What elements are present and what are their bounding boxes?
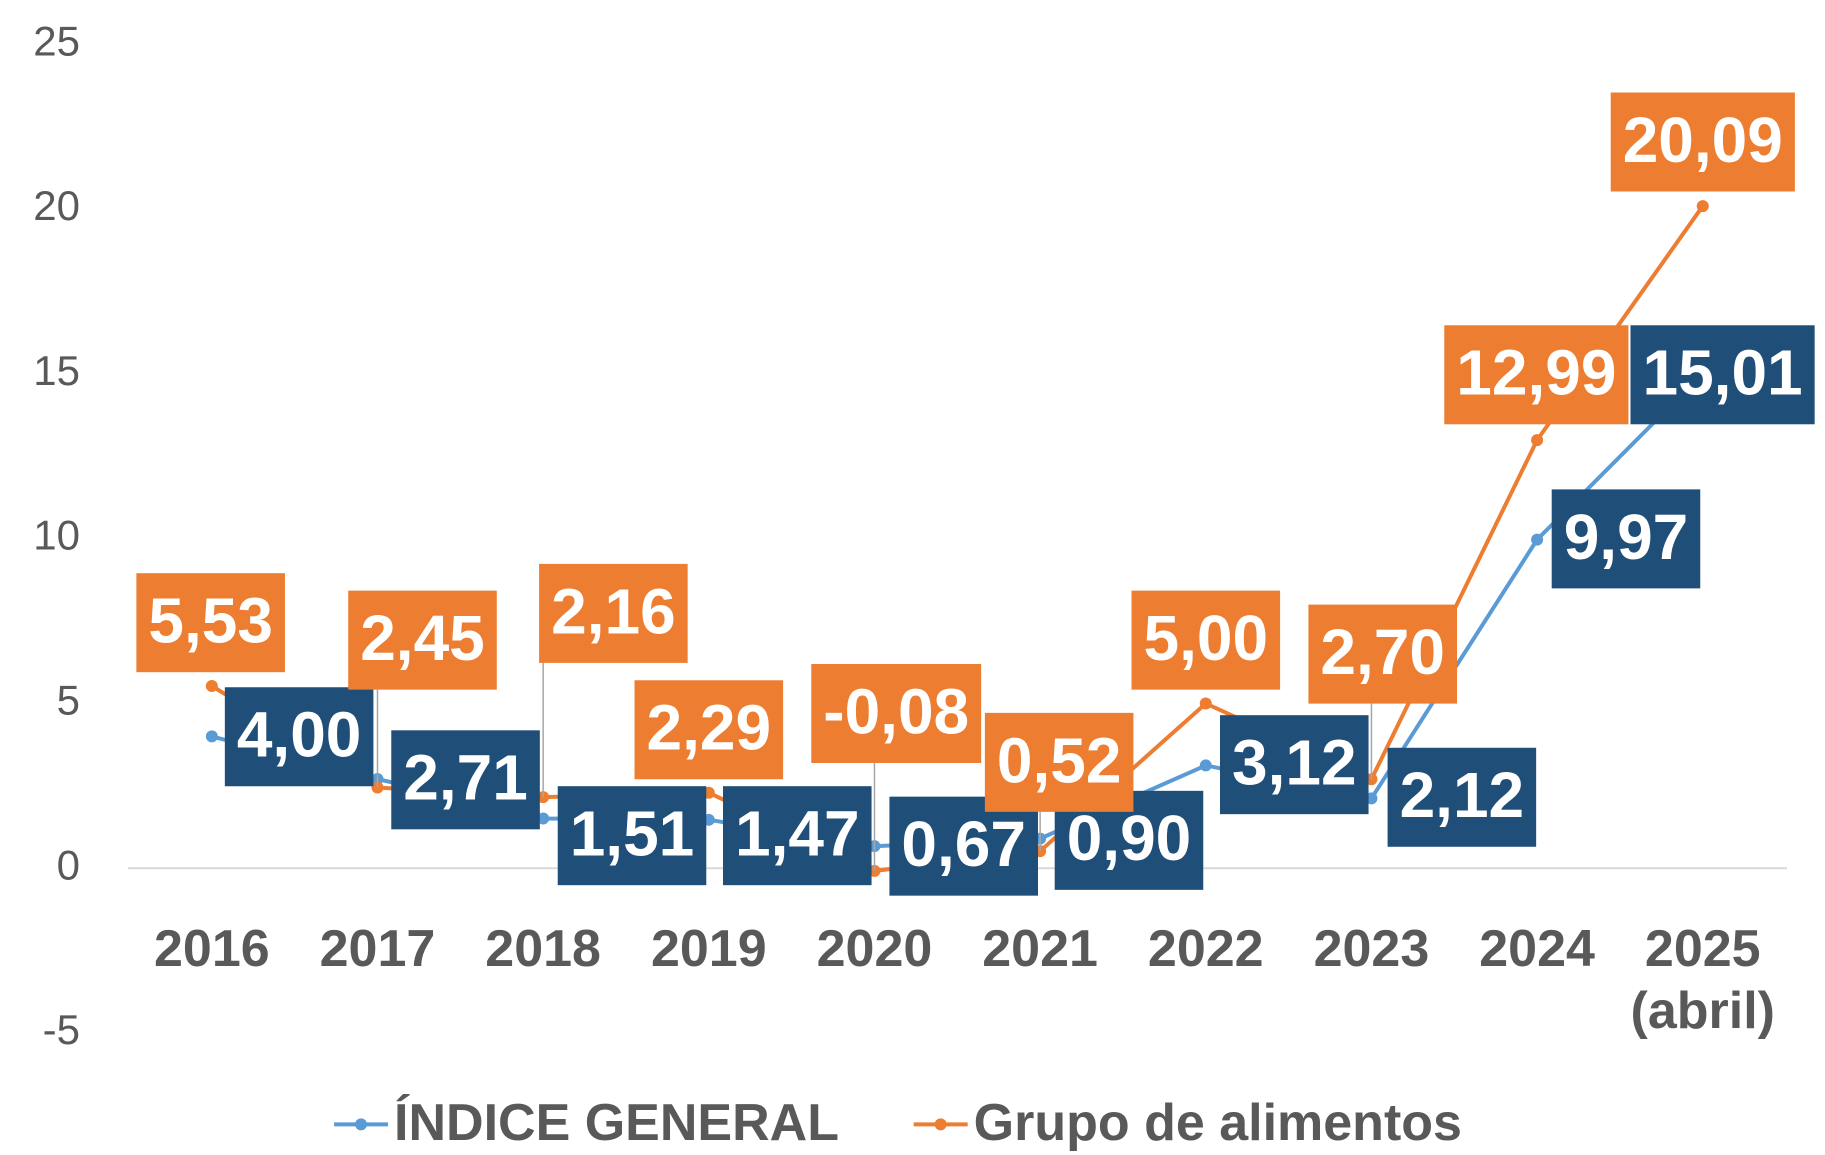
data-label-box	[811, 663, 982, 763]
data-label: 2,12	[1387, 747, 1537, 847]
data-label-box	[1219, 715, 1369, 815]
point	[537, 812, 550, 825]
point	[1696, 200, 1709, 213]
data-label: 5,53	[136, 573, 285, 673]
legend-marker	[934, 1118, 947, 1131]
y-tick-label: -5	[43, 1006, 80, 1053]
data-label-box	[984, 712, 1134, 812]
data-label-text: 5,53	[148, 585, 273, 657]
data-label-text: 9,97	[1564, 501, 1689, 573]
x-tick-label: 2023	[1314, 920, 1430, 978]
data-label-box	[1551, 489, 1701, 589]
data-label-box	[348, 590, 497, 690]
data-label-box	[1630, 325, 1815, 425]
data-label-box	[557, 786, 707, 886]
point	[1531, 434, 1544, 447]
data-label-text: 2,16	[551, 575, 676, 647]
point	[205, 730, 218, 743]
data-label-box	[1308, 604, 1457, 704]
data-label-text: 1,47	[735, 798, 860, 870]
x-tick-label: 2024	[1479, 920, 1595, 978]
point	[1531, 533, 1544, 546]
data-label-text: 2,45	[360, 602, 485, 674]
data-label: 2,70	[1308, 604, 1457, 704]
y-tick-label: 10	[33, 512, 80, 559]
data-label-box	[1444, 325, 1629, 425]
data-label-box	[136, 573, 285, 673]
data-label: 4,00	[224, 687, 374, 787]
data-label-box	[224, 687, 374, 787]
data-label-text: 4,00	[237, 699, 362, 771]
data-label-text: 2,12	[1400, 759, 1525, 831]
data-label-text: 3,12	[1232, 727, 1357, 799]
data-label-text: 20,09	[1623, 104, 1783, 176]
data-label-box	[722, 786, 872, 886]
data-label: 1,51	[557, 786, 707, 886]
x-tick-label: 2017	[320, 920, 436, 978]
data-label: 3,12	[1219, 715, 1369, 815]
legend-marker	[355, 1118, 368, 1131]
data-label-box	[889, 796, 1038, 896]
data-label-box	[1387, 747, 1537, 847]
data-labels: 4,00 2,71 1,51 1,47 0,67 0,90 3,12 2,12 9,97 15,0…	[136, 92, 1815, 896]
data-label-text: 5,00	[1144, 602, 1269, 674]
data-label-text: 2,71	[403, 742, 528, 814]
data-label: 20,09	[1610, 92, 1795, 192]
data-label: 2,71	[391, 730, 540, 830]
x-tick-label: 2025 (abril)	[1631, 920, 1775, 1040]
data-label-text: 0,90	[1067, 802, 1192, 874]
data-label: 12,99	[1444, 325, 1629, 425]
data-label: 0,67	[889, 796, 1038, 896]
data-label-box	[539, 563, 688, 663]
y-tick-label: 20	[33, 182, 80, 229]
data-label-text: 0,52	[997, 724, 1122, 796]
x-tick-label: 2019	[651, 920, 767, 978]
point	[205, 679, 218, 692]
point	[1199, 759, 1212, 772]
x-tick-label: 2016	[154, 920, 270, 978]
data-label: 2,29	[634, 680, 784, 780]
x-tick-label: 2021	[982, 920, 1098, 978]
data-label: 15,01	[1630, 325, 1815, 425]
data-label: 0,52	[984, 712, 1134, 812]
data-label-text: 2,70	[1320, 616, 1445, 688]
legend-label: Grupo de alimentos	[974, 1094, 1462, 1152]
data-label-text: 1,51	[570, 798, 695, 870]
y-tick-label: 5	[57, 677, 80, 724]
x-tick-label: 2022	[1148, 920, 1264, 978]
point	[1199, 697, 1212, 710]
data-label-text: 15,01	[1642, 337, 1802, 409]
data-label-box	[1610, 92, 1795, 192]
data-label: 2,45	[348, 590, 497, 690]
data-label-box	[1131, 590, 1281, 690]
data-label-text: 0,67	[901, 808, 1026, 880]
data-label: -0,08	[811, 663, 982, 763]
data-label-text: 12,99	[1456, 337, 1616, 409]
y-tick-label: 0	[57, 841, 80, 888]
data-label-text: -0,08	[823, 675, 969, 747]
data-label: 2,16	[539, 563, 688, 663]
y-tick-label: 25	[33, 17, 80, 64]
data-label: 9,97	[1551, 489, 1701, 589]
data-label: 5,00	[1131, 590, 1281, 690]
legend-label: ÍNDICE GENERAL	[394, 1094, 839, 1152]
data-label-box	[634, 680, 784, 780]
x-tick-label: 2020	[817, 920, 933, 978]
x-tick-label: 2018	[485, 920, 601, 978]
data-label-box	[391, 730, 540, 830]
data-label: 1,47	[722, 786, 872, 886]
y-tick-label: 15	[33, 347, 80, 394]
data-label-text: 2,29	[647, 692, 772, 764]
